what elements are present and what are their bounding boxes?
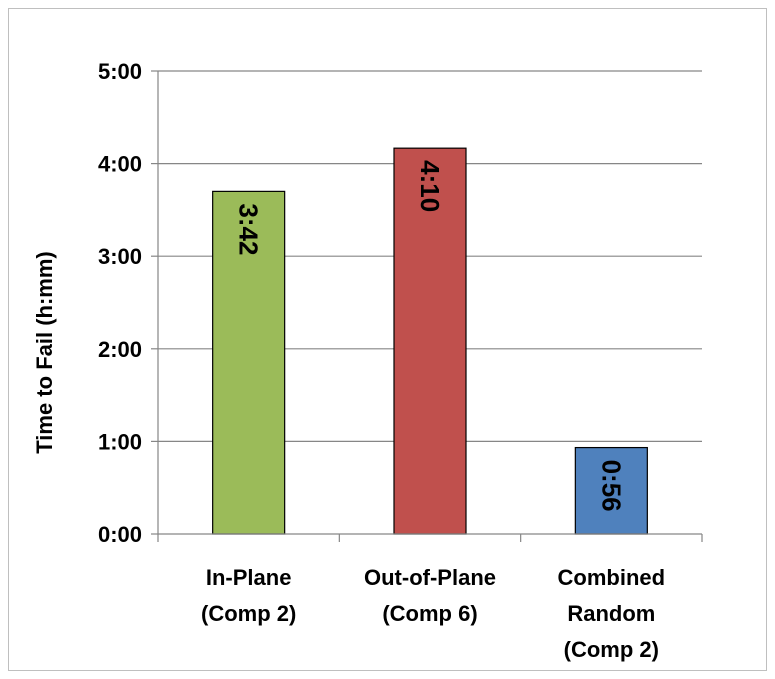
category-label: (Comp 2) (201, 601, 296, 626)
y-tick-label: 1:00 (98, 429, 142, 454)
category-label: Random (567, 601, 655, 626)
category-label: In-Plane (206, 565, 292, 590)
bar (393, 147, 467, 535)
data-label: 3:42 (234, 203, 264, 255)
data-label: 4:10 (415, 160, 445, 212)
bar (212, 190, 286, 535)
y-tick-label: 5:00 (98, 59, 142, 84)
bars (212, 147, 648, 535)
y-axis-ticks: 0:00 1:00 2:00 3:00 4:00 5:00 (98, 59, 158, 547)
y-tick-label: 0:00 (98, 522, 142, 547)
category-label: Out-of-Plane (364, 565, 496, 590)
y-axis-title: Time to Fail (h:mm) (32, 251, 57, 454)
y-tick-label: 3:00 (98, 244, 142, 269)
category-label: (Comp 6) (382, 601, 477, 626)
x-axis (157, 71, 703, 542)
data-labels: 3:42 4:10 0:56 (234, 160, 627, 511)
y-tick-label: 4:00 (98, 152, 142, 177)
data-label: 0:56 (596, 460, 626, 512)
chart-frame (8, 8, 767, 671)
bar (574, 446, 648, 535)
category-labels: In-Plane (Comp 2) Out-of-Plane (Comp 6) Comb… (201, 565, 665, 662)
y-tick-label: 2:00 (98, 337, 142, 362)
category-label: Combined (558, 565, 666, 590)
category-label: (Comp 2) (564, 637, 659, 662)
